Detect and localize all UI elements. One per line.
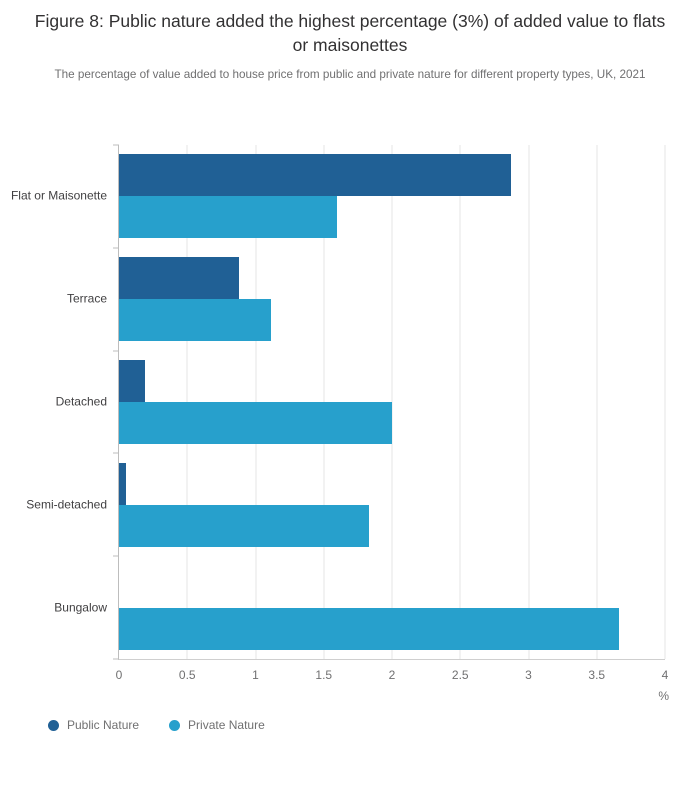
x-tick-label: 4 bbox=[661, 668, 669, 682]
y-tick-mark bbox=[113, 144, 119, 146]
x-tick-label: 2 bbox=[388, 668, 396, 682]
x-tick-label: 1.5 bbox=[315, 668, 333, 682]
category-label: Bungalow bbox=[54, 600, 107, 615]
x-tick-label: 3.5 bbox=[588, 668, 606, 682]
bar-private-nature-bungalow bbox=[119, 607, 619, 650]
category-group-flat-or-maisonette: Flat or Maisonette bbox=[11, 145, 665, 248]
x-tick-label: 0.5 bbox=[178, 668, 196, 682]
legend-dot-icon bbox=[48, 719, 59, 731]
category-label: Flat or Maisonette bbox=[10, 188, 107, 203]
chart-title: Figure 8: Public nature added the highes… bbox=[34, 11, 666, 55]
bar-public-nature-terrace bbox=[119, 257, 240, 300]
bar-private-nature-terrace bbox=[119, 299, 271, 342]
category-group-terrace: Terrace bbox=[67, 248, 665, 351]
bar-public-nature-flat-or-maisonette bbox=[119, 154, 511, 197]
category-label: Terrace bbox=[66, 291, 107, 306]
plot-area: % 0 0.5 1 1.5 2 2.5 3 3.5 4 Flat or Maisonette Ter… bbox=[11, 144, 669, 703]
legend-dot-icon bbox=[169, 719, 181, 731]
gridline bbox=[391, 145, 393, 659]
gridline bbox=[664, 145, 666, 659]
category-label: Semi-detached bbox=[26, 497, 107, 512]
x-tick-label: 1 bbox=[252, 668, 259, 682]
gridline bbox=[596, 145, 598, 659]
legend-item-private-nature: Private Nature bbox=[169, 718, 265, 732]
x-tick-label: 2.5 bbox=[451, 668, 469, 682]
legend-label: Public Nature bbox=[67, 718, 140, 732]
bar-private-nature-semi-detached bbox=[119, 504, 369, 547]
legend-item-public-nature: Public Nature bbox=[48, 718, 139, 732]
x-axis-unit-label: % bbox=[658, 689, 669, 703]
bar-public-nature-semi-detached bbox=[119, 462, 126, 505]
legend-label: Private Nature bbox=[188, 718, 265, 732]
category-group-semi-detached: Semi-detached bbox=[26, 453, 665, 556]
y-tick-mark bbox=[113, 555, 119, 557]
y-tick-mark bbox=[113, 350, 119, 352]
gridline bbox=[528, 145, 529, 659]
x-tick-label: 0 bbox=[115, 668, 123, 682]
y-tick-mark bbox=[113, 247, 119, 249]
legend: Public Nature Private Nature bbox=[48, 718, 265, 732]
y-tick-mark bbox=[113, 452, 119, 454]
bar-chart: % 0 0.5 1 1.5 2 2.5 3 3.5 4 Flat or Maisonette Ter… bbox=[0, 144, 700, 705]
bar-private-nature-detached bbox=[119, 401, 392, 444]
category-group-bungalow: Bungalow bbox=[54, 556, 665, 659]
category-label: Detached bbox=[55, 394, 107, 409]
y-tick-mark bbox=[113, 658, 119, 660]
chart-subtitle: The percentage of value added to house p… bbox=[54, 68, 646, 82]
bar-public-nature-detached bbox=[119, 359, 145, 402]
category-group-detached: Detached bbox=[56, 351, 665, 454]
bar-private-nature-flat-or-maisonette bbox=[119, 196, 338, 239]
gridline bbox=[459, 145, 461, 659]
x-tick-label: 3 bbox=[525, 668, 532, 682]
